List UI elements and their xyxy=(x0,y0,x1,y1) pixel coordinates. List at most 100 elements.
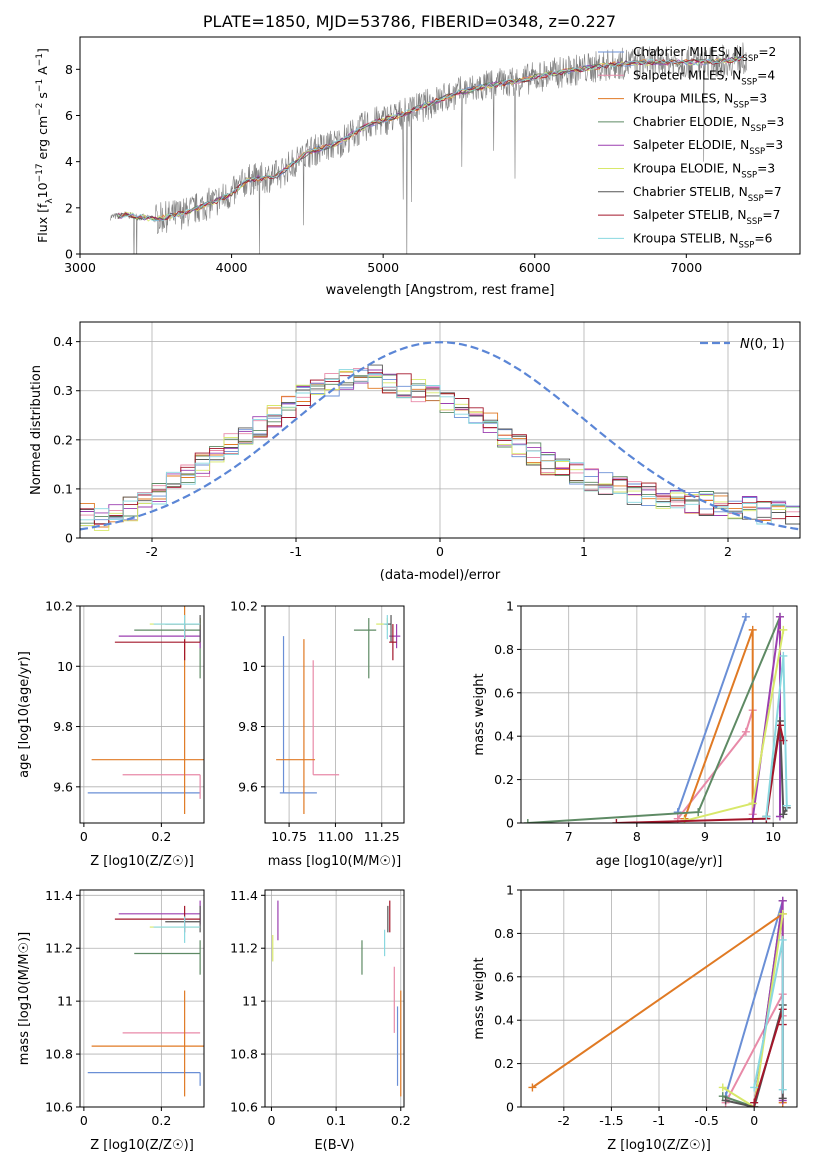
y-tick-label: 0.3 xyxy=(53,383,73,398)
weight-marker xyxy=(778,1085,787,1094)
x-tick-label: 0 xyxy=(267,1113,275,1128)
y-tick-label: 10.2 xyxy=(230,599,258,614)
weight-line-salpeter-miles xyxy=(676,709,754,820)
legend-entry: Kroupa ELODIE, NSSP=3 xyxy=(633,162,775,181)
weight-line-kroupa-miles xyxy=(531,911,784,1103)
y-tick-label: 0.8 xyxy=(494,926,514,941)
legend-name: Chabrier MILES, N xyxy=(633,45,742,59)
legend-value: =4 xyxy=(757,68,775,82)
legend-value: =3 xyxy=(766,115,784,129)
weight-marker xyxy=(762,812,771,821)
axes-frame xyxy=(520,605,798,824)
weight-line-salpeter-stelib xyxy=(616,725,785,823)
x-axis-label: (data-model)/error xyxy=(380,568,501,583)
x-tick-label: 5000 xyxy=(367,260,399,275)
errorbar-point xyxy=(389,624,397,661)
weight-marker xyxy=(612,819,621,823)
weight-marker xyxy=(721,1096,730,1105)
errorbar-point xyxy=(385,615,392,643)
legend-sub: SSP xyxy=(739,240,755,250)
y-tick-label: 0 xyxy=(65,247,73,262)
axes-frame xyxy=(79,889,205,1108)
legend-sub: SSP xyxy=(733,101,749,111)
y-tick-label: 0.8 xyxy=(494,642,514,657)
y-tick-label: 11.2 xyxy=(45,941,73,956)
y-tick-label: 9.6 xyxy=(53,779,73,794)
legend-name: Salpeter ELODIE, N xyxy=(633,138,749,152)
y-tick-label: 0 xyxy=(506,1100,514,1115)
y-axis-label: mass weight xyxy=(472,957,487,1039)
y-axis-label: Flux [fλ10−17 erg cm−2 s−1 A−1] xyxy=(35,48,55,243)
label-part: A xyxy=(35,66,50,79)
plot-area-weight_vs_age xyxy=(523,612,791,823)
axes-frame xyxy=(79,36,801,255)
errorbar-point xyxy=(353,618,377,679)
y-tick-label: 10 xyxy=(242,659,258,674)
legend-name: Kroupa MILES, N xyxy=(633,92,733,106)
legend-entry: Salpeter STELIB, NSSP=7 xyxy=(633,208,780,227)
plot-area-residuals xyxy=(80,341,800,531)
x-tick-label: -2 xyxy=(146,544,158,559)
plot-area-age_vs_Z xyxy=(87,606,204,814)
y-tick-label: 10.6 xyxy=(45,1100,73,1115)
legend-value: =3 xyxy=(765,138,783,152)
x-tick-label: 0.2 xyxy=(151,1113,171,1128)
y-tick-label: 0.6 xyxy=(494,685,514,700)
y-axis-label: mass weight xyxy=(472,673,487,755)
y-tick-label: 11.2 xyxy=(230,941,258,956)
legend-entry: Kroupa MILES, NSSP=3 xyxy=(633,92,767,111)
y-tick-label: 0.2 xyxy=(53,432,73,447)
weight-marker xyxy=(778,935,787,944)
panel-mass_vs_EBV: 0 0.1 0.2 10.6 10.8 11 11.2 11.4 E(B-V) xyxy=(230,888,411,1153)
x-tick-label: -1 xyxy=(290,544,302,559)
legend-sub: SSP xyxy=(749,147,765,157)
y-tick-label: 1 xyxy=(506,599,514,614)
plot-area-spectrum xyxy=(110,42,748,254)
y-tick-label: 9.8 xyxy=(53,719,73,734)
label-part: −1 xyxy=(35,53,45,66)
x-tick-label: -0.5 xyxy=(694,1113,718,1128)
legend-name: Salpeter STELIB, N xyxy=(633,208,746,222)
label-part: λ xyxy=(45,198,55,204)
weight-marker xyxy=(748,799,757,808)
x-tick-label: 0 xyxy=(80,1113,88,1128)
y-tick-label: 11 xyxy=(57,994,73,1009)
x-tick-label: -1 xyxy=(653,1113,665,1128)
y-tick-label: 2 xyxy=(65,200,73,215)
errorbar-point xyxy=(153,916,201,943)
label-part: Flux [f xyxy=(35,203,50,243)
errorbar-point xyxy=(87,1071,201,1086)
x-axis-label: wavelength [Angstrom, rest frame] xyxy=(326,283,555,298)
legend-sub: SSP xyxy=(741,171,757,181)
label-part: −17 xyxy=(35,163,45,182)
y-tick-label: 10.8 xyxy=(45,1047,73,1062)
y-tick-label: 0.2 xyxy=(494,772,514,787)
panel-weight_vs_age: 7 8 9 10 0 0.2 0.4 0.6 0.8 1 age [log10(age/yr)] ma… xyxy=(472,599,798,869)
axes-frame xyxy=(79,605,205,824)
legend-entry: Salpeter ELODIE, NSSP=3 xyxy=(633,138,783,157)
errorbar-point xyxy=(153,615,201,640)
label-part: −1 xyxy=(35,79,45,92)
y-tick-label: 10.8 xyxy=(230,1047,258,1062)
y-tick-label: 11 xyxy=(242,994,258,1009)
errorbar-point xyxy=(114,624,201,661)
panel-age_vs_Z: 0 0.2 9.6 9.8 10 10.2 Z [log10(Z/Z☉)] age [log1… xyxy=(17,599,205,869)
legend-entry: Chabrier ELODIE, NSSP=3 xyxy=(633,115,784,134)
y-tick-label: 10.6 xyxy=(230,1100,258,1115)
x-tick-label: -1.5 xyxy=(599,1113,623,1128)
weight-line-chabrier-elodie xyxy=(527,616,781,823)
x-tick-label: 0 xyxy=(80,829,88,844)
y-axis-label: Normed distribution xyxy=(29,365,44,495)
figure-title: PLATE=1850, MJD=53786, FIBERID=0348, z=0… xyxy=(202,12,617,31)
hist-kroupa-elodie xyxy=(80,370,800,531)
legend-value: =7 xyxy=(762,208,780,222)
y-tick-label: 6 xyxy=(65,108,73,123)
weight-marker xyxy=(741,612,750,621)
x-tick-label: 6000 xyxy=(519,260,551,275)
weight-line-kroupa-stelib xyxy=(753,939,784,1090)
x-tick-label: 10.75 xyxy=(271,829,307,844)
weight-line-chabrier-miles xyxy=(724,900,784,1097)
legend-name: Salpeter MILES, N xyxy=(633,68,741,82)
x-tick-label: 11.00 xyxy=(318,829,354,844)
y-tick-label: 10.2 xyxy=(45,599,73,614)
